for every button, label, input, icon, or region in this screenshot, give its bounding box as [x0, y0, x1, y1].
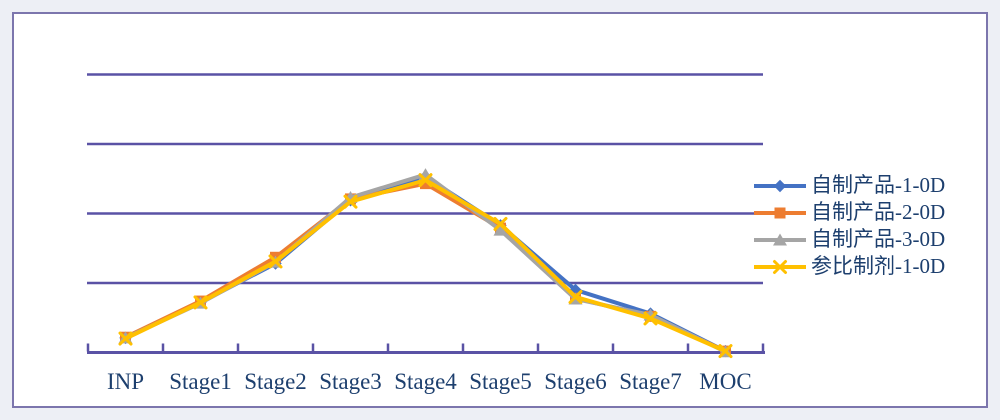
legend-item: 参比制剂-1-0D — [752, 253, 945, 280]
legend-key-square-icon — [754, 207, 806, 218]
series-marker-x-icon — [773, 259, 787, 274]
series-marker-x-icon — [118, 331, 133, 346]
legend-label: 自制产品-3-0D — [811, 227, 946, 251]
chart-card — [12, 12, 988, 408]
x-axis-label: Stage1 — [169, 369, 232, 394]
series-marker-x-icon — [193, 295, 208, 310]
x-axis-label: MOC — [699, 369, 751, 394]
series-marker-x-icon — [268, 254, 283, 269]
legend-key-diamond-icon — [754, 179, 806, 192]
series-line-2 — [123, 181, 728, 354]
series-marker-x-icon — [718, 344, 733, 359]
series-marker-triangle-icon — [773, 233, 787, 245]
legend-label: 自制产品-1-0D — [811, 173, 946, 197]
legend-key-triangle-icon — [754, 233, 806, 245]
legend-key-x-icon — [754, 259, 806, 274]
x-axis-label: Stage7 — [619, 369, 682, 394]
series-marker-square-icon — [420, 178, 431, 190]
x-axis-label: Stage2 — [244, 369, 307, 394]
series-marker-x-icon — [493, 216, 508, 231]
legend-item: 自制产品-3-0D — [752, 226, 945, 253]
legend-label: 自制产品-2-0D — [811, 200, 946, 224]
series-marker-x-icon — [568, 289, 583, 304]
legend-label: 参比制剂-1-0D — [811, 254, 946, 278]
x-axis-label: Stage6 — [544, 369, 607, 394]
series-marker-x-icon — [643, 311, 658, 326]
series-marker-x-icon — [418, 173, 433, 188]
x-axis-label: Stage3 — [319, 369, 382, 394]
series-marker-triangle-icon — [493, 223, 508, 236]
legend-item: 自制产品-1-0D — [752, 172, 945, 199]
legend-item: 自制产品-2-0D — [752, 199, 945, 226]
x-axis-label: Stage4 — [394, 369, 457, 394]
series-marker-diamond-icon — [773, 179, 787, 192]
series-marker-square-icon — [774, 207, 786, 218]
series-line-4 — [123, 178, 728, 354]
x-axis-label: Stage5 — [469, 369, 532, 394]
series-line-1 — [123, 174, 728, 354]
chart-legend: 自制产品-1-0D 自制产品-2-0D 自制产品-3-0D 参比制剂-1-0D — [752, 172, 945, 280]
series-marker-x-icon — [343, 194, 358, 209]
series-line-3 — [123, 172, 728, 354]
x-axis-label: INP — [107, 369, 144, 394]
